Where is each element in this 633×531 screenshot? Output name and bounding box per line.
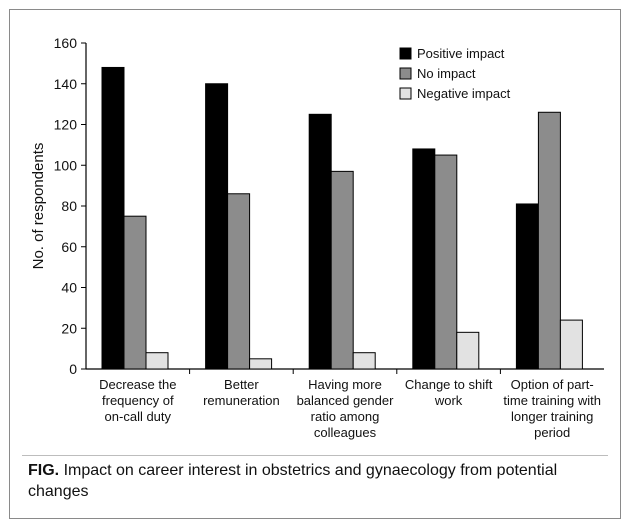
x-category-label: Option of part-time training with longer … — [503, 377, 601, 440]
x-category-label-line: longer training — [511, 409, 593, 424]
y-tick-label: 100 — [54, 157, 78, 173]
x-category-label-line: Having more — [308, 377, 382, 392]
figure-caption: FIG. Impact on career interest in obstet… — [28, 460, 598, 502]
legend-swatch — [399, 67, 412, 80]
caption-text: Impact on career interest in obstetrics … — [28, 462, 558, 500]
x-category-label: Having more balanced gender ratio among col… — [297, 377, 395, 440]
bar — [145, 352, 169, 370]
y-tick-label: 60 — [61, 239, 77, 255]
bar — [515, 203, 539, 370]
bar — [352, 352, 376, 370]
x-category-label-line: work — [434, 393, 463, 408]
caption-label: FIG. — [28, 462, 60, 479]
bar — [205, 83, 229, 370]
bar — [456, 331, 480, 370]
bar — [123, 215, 147, 370]
bar — [537, 111, 561, 370]
bar — [434, 154, 458, 370]
bar — [101, 66, 125, 370]
y-tick-label: 120 — [54, 117, 78, 133]
bar — [308, 113, 332, 370]
x-category-label-line: remuneration — [203, 393, 280, 408]
legend-label: No impact — [417, 66, 476, 81]
legend-label: Negative impact — [417, 86, 511, 101]
x-category-label: Decrease the frequency of on-call duty — [99, 377, 176, 424]
y-tick-label: 140 — [54, 76, 78, 92]
y-axis-title: No. of respondents — [30, 143, 47, 270]
x-category-label-line: Decrease the — [99, 377, 176, 392]
legend-swatch — [399, 87, 412, 100]
x-category-label-line: period — [534, 425, 570, 440]
bar — [249, 358, 273, 370]
x-category-label-line: balanced gender — [297, 393, 395, 408]
y-tick-label: 80 — [61, 198, 77, 214]
legend-swatch — [399, 47, 412, 60]
bar — [559, 319, 583, 370]
bar — [227, 193, 251, 370]
x-category-label: Better remuneration — [203, 377, 280, 408]
bar — [412, 148, 436, 370]
y-tick-label: 0 — [69, 361, 77, 377]
x-category-label-line: on-call duty — [105, 409, 172, 424]
legend-label: Positive impact — [417, 46, 505, 61]
y-tick-label: 40 — [61, 280, 77, 296]
caption-divider — [22, 455, 608, 456]
y-tick-label: 160 — [54, 35, 78, 51]
y-tick-label: 20 — [61, 320, 77, 336]
x-category-label-line: colleagues — [314, 425, 377, 440]
x-category-label: Change to shift work — [405, 377, 493, 408]
bar — [330, 170, 354, 370]
figure-frame — [9, 9, 621, 519]
x-category-label-line: ratio among — [311, 409, 380, 424]
x-category-label-line: Option of part- — [511, 377, 594, 392]
x-category-label-line: frequency of — [102, 393, 174, 408]
bar-chart: 0 20 40 60 80 100 120 140 160 No. of respondents D… — [30, 35, 604, 440]
x-category-label-line: time training with — [503, 393, 601, 408]
x-category-label-line: Better — [224, 377, 259, 392]
x-category-label-line: Change to shift — [405, 377, 493, 392]
